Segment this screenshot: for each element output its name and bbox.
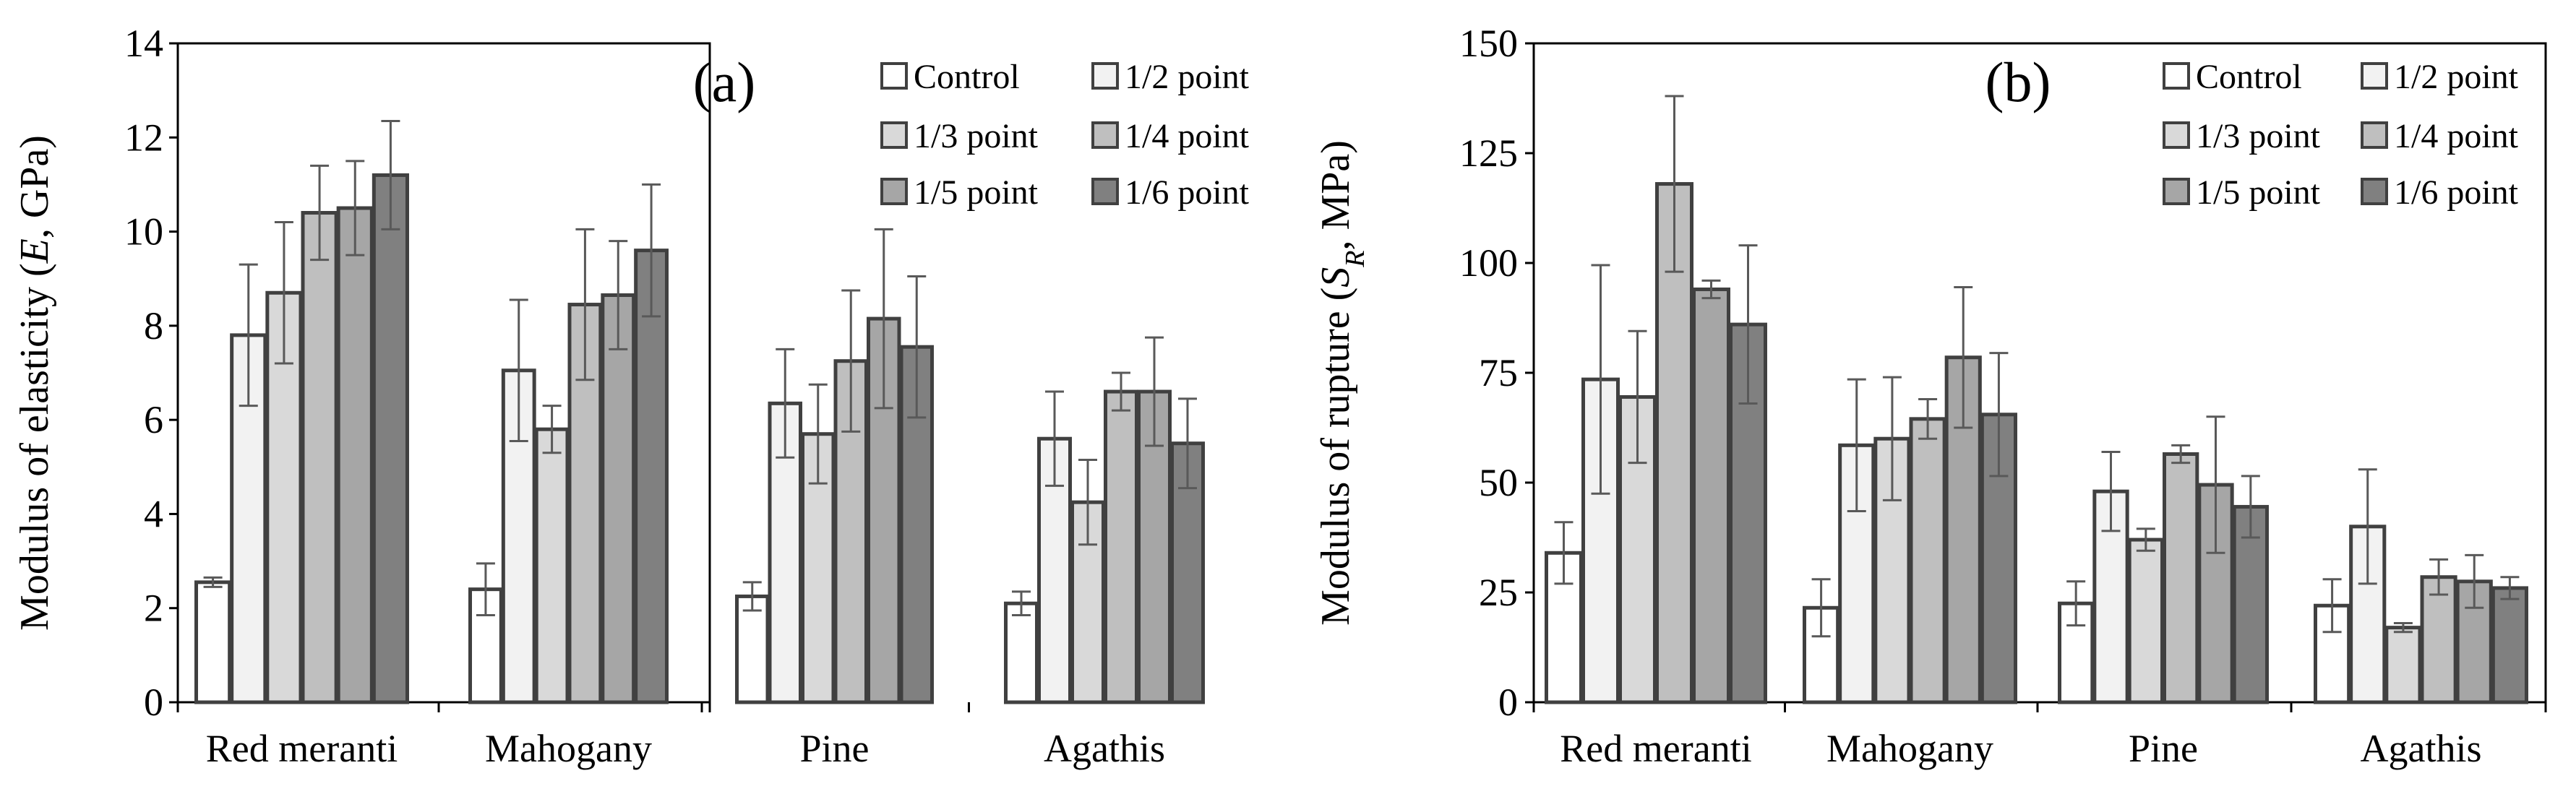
chart-b-bar — [2163, 452, 2199, 704]
chart-a-bar — [372, 173, 409, 704]
chart-a-category-label: Agathis — [1044, 727, 1165, 770]
chart-a-y-tick-label: 8 — [144, 304, 163, 348]
chart-b-legend-label: 1/2 point — [2394, 58, 2519, 96]
chart-b-legend-label: 1/6 point — [2394, 173, 2519, 212]
chart-a-y-tick-label: 4 — [144, 492, 163, 535]
chart-a-legend-label: 1/2 point — [1125, 58, 1250, 96]
chart-a-category-label: Pine — [799, 727, 869, 770]
chart-a-legend-label: 1/4 point — [1125, 117, 1250, 155]
chart-b-legend-swatch — [2361, 178, 2388, 205]
chart-a-legend-label: Control — [914, 58, 1020, 96]
chart-b-legend-swatch — [2361, 121, 2388, 149]
chart-b-bar — [1909, 417, 1946, 704]
chart-a-legend-swatch — [880, 121, 908, 149]
chart-b-y-tick-label: 150 — [1459, 22, 1518, 65]
chart-b-legend-swatch — [2163, 62, 2190, 90]
chart-b-category-label: Red meranti — [1560, 727, 1751, 770]
chart-b-modulus-of-rupture: Modulus of rupture (SR, MPa) (b) 0 25 50 75… — [1313, 22, 2547, 770]
chart-a-legend-label: 1/5 point — [914, 173, 1039, 212]
chart-a-bar — [336, 206, 374, 704]
chart-a-legend-label: 1/3 point — [914, 117, 1039, 155]
chart-b-bar — [2092, 489, 2129, 704]
chart-b-category-label: Mahogany — [1826, 727, 1993, 770]
chart-b-bar — [2232, 504, 2270, 704]
chart-b-bar — [1692, 287, 1730, 704]
chart-a-y-tick-label: 14 — [124, 22, 163, 65]
chart-a-y-tick-label: 0 — [144, 681, 163, 724]
chart-a-category-label: Red meranti — [206, 727, 398, 770]
chart-b-bar — [2384, 626, 2422, 704]
chart-a-bar — [601, 293, 636, 704]
chart-b-legend-label: 1/4 point — [2394, 117, 2519, 155]
chart-b-y-tick-label: 0 — [1498, 681, 1518, 724]
chart-b-y-axis-label: Modulus of rupture (SR, MPa) — [1313, 140, 1370, 626]
chart-a-panel-label: (a) — [693, 51, 756, 113]
chart-a-bar — [634, 249, 669, 704]
chart-b-y-tick-label: 100 — [1459, 241, 1518, 285]
chart-a-legend-swatch — [1091, 62, 1119, 90]
chart-a-modulus-of-elasticity: Modulus of elasticity (E, GPa) (a) 0 2 4 6 8… — [12, 22, 1250, 770]
chart-b-legend-label: 1/5 point — [2196, 173, 2321, 212]
chart-a-bar — [1104, 389, 1138, 704]
chart-a-y-tick-label: 12 — [124, 116, 163, 159]
chart-a-legend-label: 1/6 point — [1125, 173, 1250, 212]
chart-a-legend-swatch — [1091, 178, 1119, 205]
chart-b-y-tick-label: 25 — [1479, 571, 1518, 614]
chart-a-y-tick-label: 2 — [144, 587, 163, 630]
chart-b-bar — [2491, 586, 2528, 704]
chart-b-legend-label: Control — [2196, 58, 2302, 96]
chart-a-bar — [735, 594, 770, 704]
chart-b-legend-swatch — [2163, 121, 2190, 149]
chart-a-bar — [534, 427, 570, 704]
chart-b-y-tick-label: 125 — [1459, 131, 1518, 175]
chart-a-bar — [265, 290, 303, 704]
chart-a-bar — [1004, 601, 1039, 704]
chart-b-y-tick-label: 75 — [1479, 351, 1518, 394]
chart-b-legend-swatch — [2163, 178, 2190, 205]
chart-a-legend-swatch — [880, 62, 908, 90]
chart-a-bar — [301, 211, 338, 704]
chart-a-legend-swatch — [880, 178, 908, 205]
chart-b-legend-swatch — [2361, 62, 2388, 90]
chart-a-y-tick-label: 10 — [124, 210, 163, 254]
chart-b-category-label: Pine — [2129, 727, 2198, 770]
chart-a-legend-swatch — [1091, 121, 1119, 149]
chart-a-bar — [194, 580, 232, 704]
chart-a-category-label: Mahogany — [485, 727, 652, 770]
chart-a-plot-frame — [176, 42, 711, 704]
chart-b-y-tick-label: 50 — [1479, 461, 1518, 504]
chart-a-y-tick-label: 6 — [144, 398, 163, 441]
chart-b-legend-label: 1/3 point — [2196, 117, 2321, 155]
chart-b-panel-label: (b) — [1985, 51, 2051, 113]
chart-b-category-label: Agathis — [2361, 727, 2482, 770]
chart-a-y-axis-label: Modulus of elasticity (E, GPa) — [12, 135, 57, 631]
chart-b-bar — [2127, 538, 2165, 704]
chart-b-bar — [2420, 575, 2457, 704]
